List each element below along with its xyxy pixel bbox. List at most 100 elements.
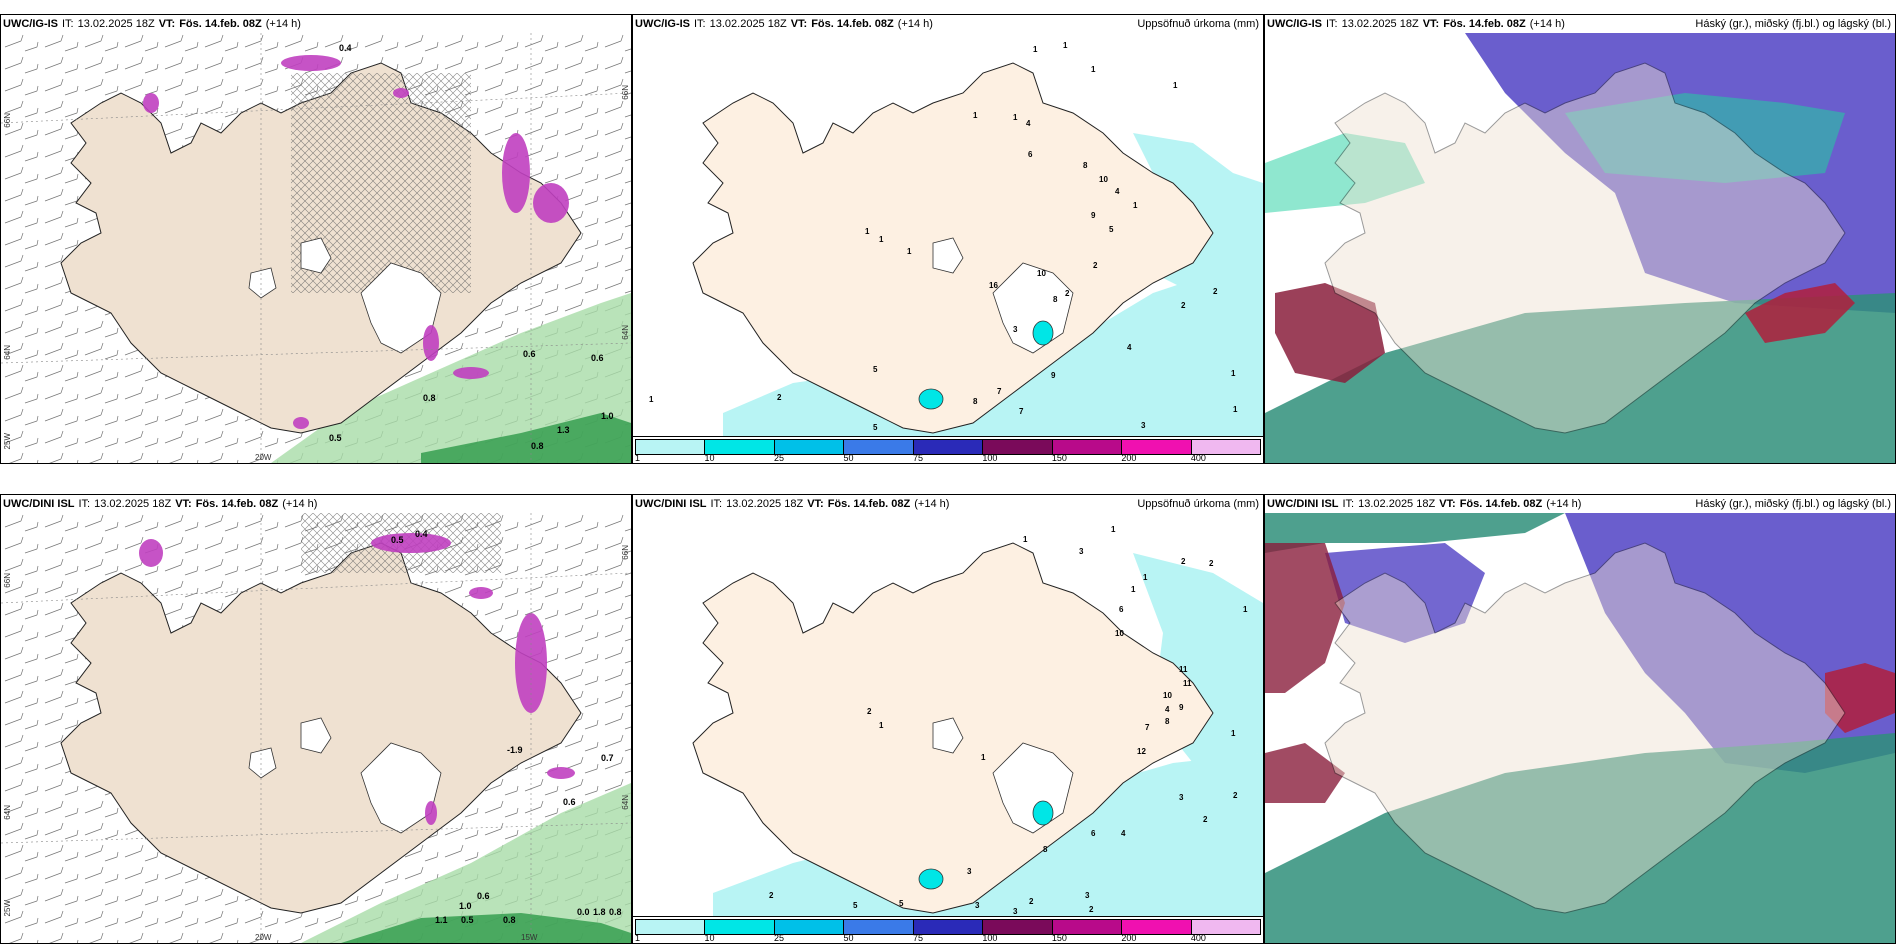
legend-tick: 200 — [1121, 453, 1137, 463]
low-cloud-red-west — [1275, 283, 1385, 383]
map-panel-precipitation-ig-is: UWC/IG-IS IT: 13.02.2025 18Z VT: Fös. 14… — [632, 14, 1264, 464]
temp-label: 0.6 — [477, 891, 490, 901]
precip-label: 5 — [1109, 225, 1114, 234]
precip-label: 3 — [1013, 325, 1018, 334]
precip-label: 3 — [1179, 793, 1184, 802]
valid-time: Fös. 14.feb. 08Z — [179, 18, 262, 30]
map-panel-clouds-ig-is: UWC/IG-IS IT: 13.02.2025 18Z VT: Fös. 14… — [1264, 14, 1896, 464]
precip-label: 2 — [769, 891, 774, 900]
legend-tick: 1 — [635, 453, 641, 463]
precip-label: 1 — [1023, 535, 1028, 544]
precip-label: 1 — [879, 235, 884, 244]
panel-title: Háský (gr.), miðský (fj.bl.) og lágský (… — [1695, 498, 1891, 510]
high-cloud-teal-top — [1265, 513, 1565, 553]
init-time-label: IT: — [1326, 18, 1338, 30]
glacier-langjokull — [248, 747, 277, 779]
lat-label-66n-right: 66N — [621, 85, 630, 100]
lat-lon-grid — [1, 33, 631, 463]
temp-label: 0.4 — [415, 529, 428, 539]
temp-label: 1.0 — [459, 901, 472, 911]
map-panel-precipitation-dini: UWC/DINI ISL IT: 13.02.2025 18Z VT: Fös.… — [632, 494, 1264, 944]
precip-label: 3 — [1079, 547, 1084, 556]
precip-label: 9 — [1091, 211, 1096, 220]
precip-label: 2 — [1181, 557, 1186, 566]
precip-label: 4 — [1121, 829, 1126, 838]
precip-label: 2 — [1065, 289, 1070, 298]
precip-label: 8 — [1043, 845, 1048, 854]
precip-label: 1 — [1063, 41, 1068, 50]
precip-label: 1 — [879, 721, 884, 730]
legend-swatch — [983, 440, 1053, 454]
precip-label: 6 — [1091, 829, 1096, 838]
precip-label: 11 — [1179, 665, 1188, 674]
init-time-label: IT: — [62, 18, 74, 30]
precip-label: 8 — [1053, 295, 1058, 304]
valid-time-label: VT: — [1422, 18, 1440, 30]
legend-tick: 100 — [982, 453, 998, 463]
legend-swatch — [705, 920, 775, 934]
temp-label: 0.8 — [609, 907, 622, 917]
legend-swatch — [774, 920, 845, 934]
model-name: UWC/IG-IS — [1267, 18, 1322, 30]
init-time: 13.02.2025 18Z — [1341, 18, 1419, 30]
green-temperature-band-dark — [341, 913, 631, 943]
init-time: 13.02.2025 18Z — [709, 18, 787, 30]
precip-label: 10 — [1115, 629, 1124, 638]
legend-tick: 100 — [982, 933, 998, 943]
precip-label: 1 — [1233, 405, 1238, 414]
legend-tick: 50 — [843, 453, 854, 463]
lat-label-64n-right: 64N — [621, 325, 630, 340]
precip-label: 2 — [1181, 301, 1186, 310]
lon-label-20w: 20W — [255, 453, 272, 462]
lat-label-64n-right: 64N — [621, 795, 630, 810]
precip-label: 2 — [777, 393, 782, 402]
legend-tick: 75 — [912, 453, 923, 463]
lon-label-15w: 15W — [521, 933, 538, 942]
legend-swatch — [913, 920, 984, 934]
low-cloud-south — [1265, 733, 1895, 943]
forecast-hour: (+14 h) — [265, 18, 301, 30]
legend-tick: 200 — [1121, 933, 1137, 943]
precip-cell-vatnajokull — [1032, 320, 1054, 346]
precip-label: 1 — [1143, 573, 1148, 582]
precip-label: 8 — [973, 397, 978, 406]
legend-swatches — [635, 439, 1261, 455]
low-cloud-red-west — [1265, 543, 1345, 693]
init-time: 13.02.2025 18Z — [726, 498, 804, 510]
pink-precip-cells — [143, 55, 569, 429]
temp-label: 0.8 — [503, 915, 516, 925]
precip-cell-vatnajokull — [1032, 800, 1054, 826]
forecast-hour: (+14 h) — [1529, 18, 1565, 30]
low-cloud-red-east — [1745, 283, 1855, 343]
precip-label: 1 — [649, 395, 654, 404]
lat-label-66n-right: 66N — [621, 545, 630, 560]
lat-lon-grid — [1, 513, 631, 943]
cloud-map — [1265, 33, 1895, 463]
temp-label: 1.8 — [593, 907, 606, 917]
precip-label: 5 — [873, 423, 878, 432]
legend-swatch — [844, 920, 914, 934]
temperature-map — [1, 513, 631, 943]
glacier-hofsjokull — [932, 717, 964, 754]
green-temperature-band — [271, 293, 631, 463]
legend-ticks: 1 10 25 50 75 100 150 200 400 — [635, 453, 1261, 463]
temperature-map — [1, 33, 631, 463]
forecast-hour: (+14 h) — [897, 18, 933, 30]
precip-label: 1 — [981, 753, 986, 762]
precip-label: 9 — [1051, 371, 1056, 380]
legend-ticks: 1 10 25 50 75 100 150 200 400 — [635, 933, 1261, 943]
iceland-land — [1324, 542, 1846, 914]
low-cloud-red-southwest — [1265, 743, 1345, 803]
temp-label: 1.1 — [435, 915, 448, 925]
lon-label-25w: 25W — [3, 900, 12, 917]
precip-label: 1 — [1231, 729, 1236, 738]
valid-time: Fös. 14.feb. 08Z — [811, 18, 894, 30]
precip-label: 2 — [1209, 559, 1214, 568]
precip-label: 6 — [1119, 605, 1124, 614]
precip-label: 2 — [1213, 287, 1218, 296]
forecast-hour: (+14 h) — [914, 498, 950, 510]
legend-swatch — [1052, 920, 1123, 934]
precip-label: 4 — [1026, 119, 1031, 128]
temp-label: -1.9 — [507, 745, 523, 755]
glacier-hofsjokull — [300, 237, 332, 274]
